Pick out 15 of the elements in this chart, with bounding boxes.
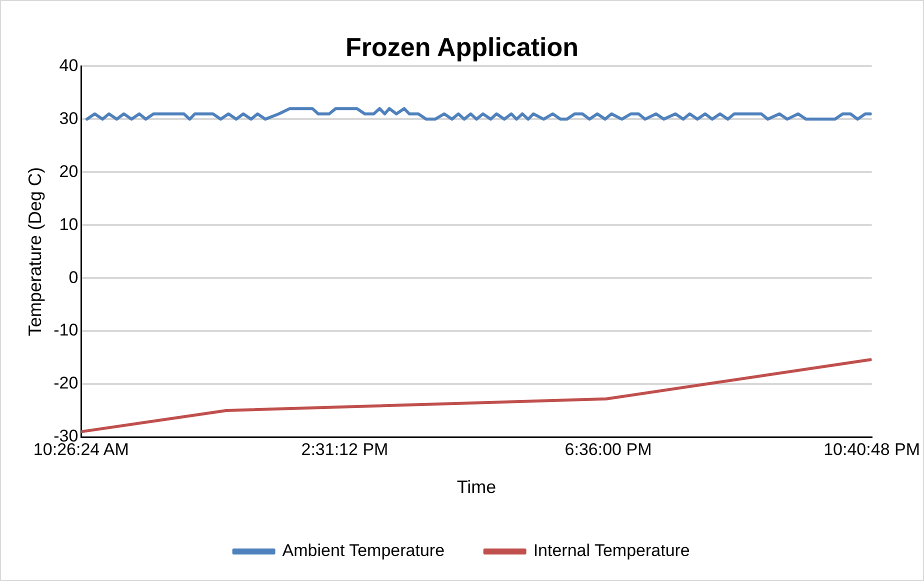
x-tick-label: 6:36:00 PM [564, 440, 652, 459]
legend-label: Internal Temperature [533, 541, 690, 560]
y-tick-label: -20 [54, 374, 78, 393]
y-tick-label: 30 [59, 108, 78, 128]
y-axis-title: Temperature (Deg C) [24, 167, 45, 336]
y-tick-label: 20 [59, 162, 78, 181]
x-tick-label: 2:31:12 PM [301, 440, 388, 459]
y-tick-label: 0 [68, 268, 78, 287]
x-tick-label: 10:40:48 PM [824, 440, 920, 459]
y-tick-label: -10 [54, 320, 78, 340]
y-tick-label: 40 [59, 56, 78, 75]
x-axis-title: Time [456, 477, 496, 498]
y-tick-label: 10 [59, 214, 78, 234]
legend-label: Ambient Temperature [282, 541, 445, 560]
chart-title: Frozen Application [345, 32, 579, 62]
